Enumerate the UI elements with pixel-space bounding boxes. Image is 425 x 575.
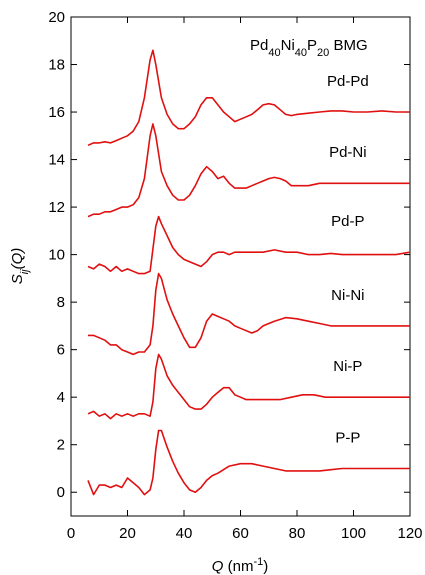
series-line bbox=[88, 272, 410, 356]
x-axis-title-unit-end: ) bbox=[263, 558, 268, 575]
annotation-subscript: 40 bbox=[268, 47, 280, 59]
y-tick-label: 2 bbox=[57, 437, 65, 454]
y-tick-label: 18 bbox=[48, 57, 65, 74]
y-tick-label: 12 bbox=[48, 199, 65, 216]
y-tick-label: 8 bbox=[57, 294, 65, 311]
x-axis-title-var: Q bbox=[212, 558, 224, 575]
series-layer bbox=[87, 49, 411, 496]
x-axis-title-unit: (nm bbox=[223, 558, 253, 575]
series-line bbox=[87, 429, 410, 496]
x-tick-label: 80 bbox=[289, 525, 306, 542]
series-labels: Pd-Pd Pd-Ni Pd-P Ni-Ni Ni-P P-P bbox=[327, 73, 369, 446]
series-label: Ni-Ni bbox=[331, 287, 364, 304]
series-label: P-P bbox=[335, 429, 360, 446]
series-line bbox=[87, 353, 410, 420]
annotation-subscript: 20 bbox=[317, 47, 329, 59]
x-tick-label: 0 bbox=[67, 525, 75, 542]
series-label: Pd-P bbox=[331, 213, 364, 230]
x-tick-label: 20 bbox=[119, 525, 136, 542]
composition-annotation: Pd40Ni40P20 BMG bbox=[250, 37, 368, 59]
series-label: Pd-Ni bbox=[329, 144, 367, 161]
series-line bbox=[87, 123, 410, 218]
annotation-part: P bbox=[307, 37, 317, 54]
series-line bbox=[87, 49, 410, 147]
y-tick-label: 20 bbox=[48, 9, 65, 26]
x-axis-title-sup: -1 bbox=[253, 556, 263, 568]
annotation-part: Pd bbox=[250, 37, 268, 54]
annotation-part: BMG bbox=[329, 37, 367, 54]
y-axis-title-sub: ij bbox=[19, 269, 31, 274]
series-line bbox=[87, 215, 411, 275]
x-tick-label: 40 bbox=[176, 525, 193, 542]
annotation-part: Ni bbox=[281, 37, 295, 54]
y-axis-title: Sij(Q) bbox=[9, 248, 31, 285]
y-tick-label: 16 bbox=[48, 104, 65, 121]
axis-ticks: 0 20 40 60 80 100 120 0 2 4 6 8 10 12 14 16 18 20 bbox=[48, 9, 422, 542]
y-axis-title-var: S bbox=[9, 274, 26, 284]
x-tick-label: 120 bbox=[397, 525, 422, 542]
y-tick-label: 4 bbox=[57, 389, 65, 406]
y-tick-label: 6 bbox=[57, 342, 65, 359]
x-axis-title: Q (nm-1) bbox=[212, 556, 268, 575]
annotation-subscript: 40 bbox=[295, 47, 307, 59]
y-axis-title-suffix: (Q) bbox=[9, 248, 26, 270]
y-tick-label: 14 bbox=[48, 152, 65, 169]
x-tick-label: 100 bbox=[341, 525, 366, 542]
series-label: Pd-Pd bbox=[327, 73, 369, 90]
series-label: Ni-P bbox=[333, 358, 362, 375]
y-tick-label: 0 bbox=[57, 484, 65, 501]
y-tick-label: 10 bbox=[48, 247, 65, 264]
x-tick-label: 60 bbox=[232, 525, 249, 542]
